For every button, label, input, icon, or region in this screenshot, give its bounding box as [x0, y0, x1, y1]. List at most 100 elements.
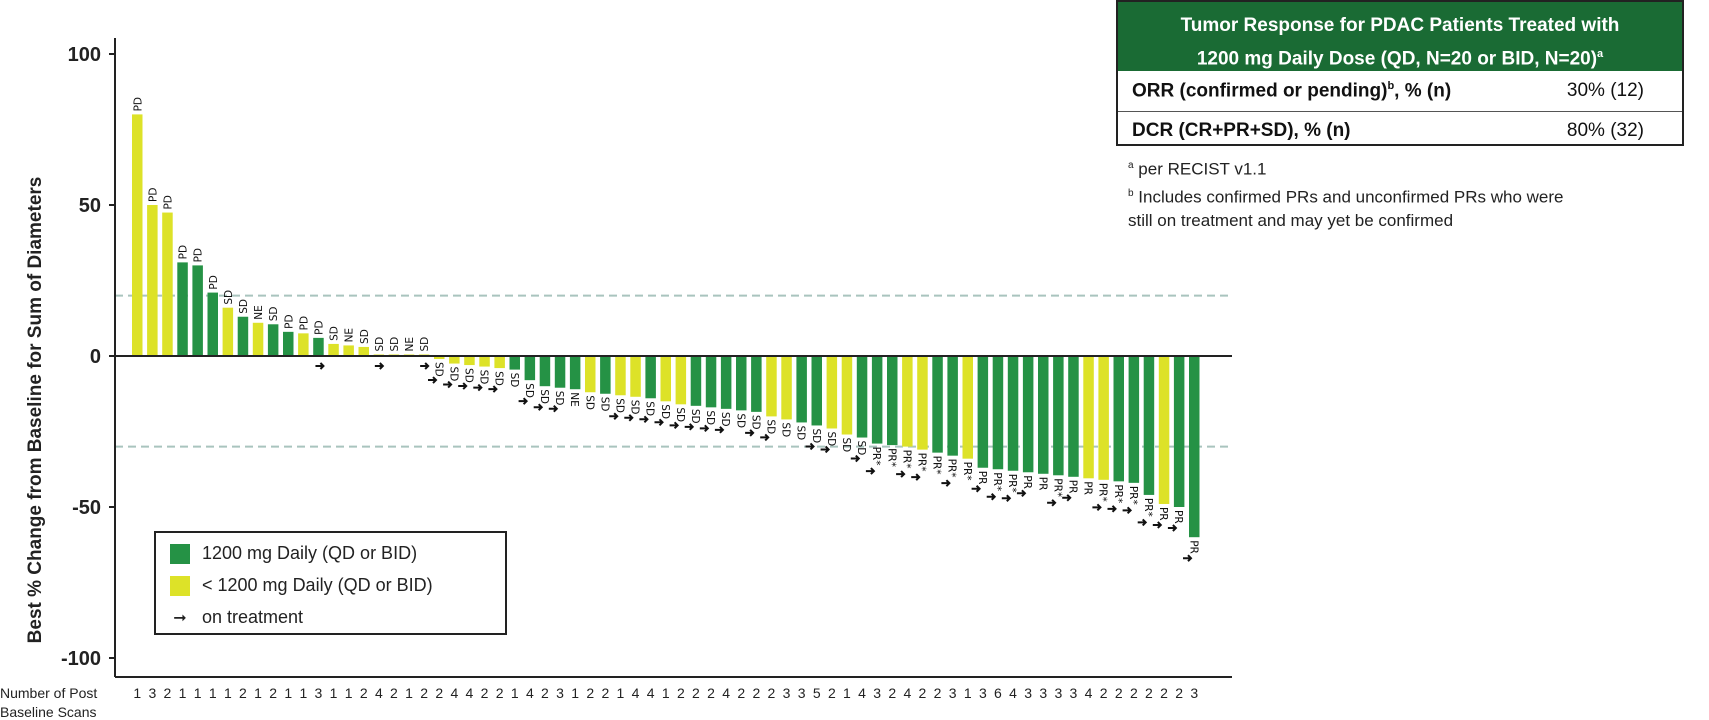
- orr-value: 30% (12): [1566, 80, 1644, 101]
- footnote-b-line1: Includes confirmed PRs and unconfirmed P…: [1138, 187, 1564, 207]
- bar-response-label: SD: [644, 401, 656, 416]
- scan-count-label: 4: [647, 685, 655, 701]
- scan-count-label: 3: [979, 685, 987, 701]
- bar: [464, 356, 475, 366]
- bar-response-label: SD: [432, 362, 444, 377]
- scan-count-label: 4: [903, 685, 911, 701]
- bar: [328, 343, 339, 356]
- bar-response-label: SD: [374, 337, 386, 352]
- dcr-label: DCR (CR+PR+SD), % (n): [1132, 120, 1351, 141]
- bar: [992, 356, 1004, 470]
- arrow-right-icon: [699, 424, 710, 433]
- scan-count-label: 2: [164, 685, 172, 701]
- scan-count-label: 3: [315, 685, 323, 701]
- table-header-line2-wrap: 1200 mg Daily Dose (QD, N=20 or BID, N=2…: [1128, 40, 1672, 73]
- bar-response-label: PR: [1157, 507, 1169, 521]
- bar-response-label: PR: [1066, 480, 1078, 494]
- scan-count-label: 2: [1160, 685, 1168, 701]
- scan-count-label: 3: [1024, 685, 1032, 701]
- scan-count-label: 4: [1009, 685, 1017, 701]
- bar-response-label: PR: [1172, 510, 1184, 524]
- bar-response-label: PD: [313, 320, 325, 334]
- table-header-line1: Tumor Response for PDAC Patients Treated…: [1180, 15, 1620, 36]
- scan-count-label: 2: [481, 685, 489, 701]
- bar: [1189, 356, 1200, 538]
- scan-count-label: 1: [133, 685, 141, 701]
- bar: [811, 356, 822, 426]
- scan-count-label: 2: [692, 685, 700, 701]
- bar-response-label: PD: [132, 97, 144, 111]
- arrow-right-icon: [1062, 494, 1072, 502]
- bar: [539, 356, 551, 387]
- scan-count-label: 2: [435, 685, 443, 701]
- bar-response-label: PR: [1187, 540, 1199, 554]
- bar-response-label: PR*: [961, 462, 973, 481]
- bar: [751, 356, 762, 412]
- bar-response-label: PR*: [1142, 498, 1154, 517]
- legend-label-on-treatment: on treatment: [202, 607, 304, 627]
- scan-count-label: 4: [632, 685, 640, 701]
- footnote-b-mark: b: [1128, 187, 1134, 199]
- arrow-right-icon: [1137, 518, 1148, 527]
- bar: [962, 356, 973, 459]
- arrow-right-icon: [865, 467, 876, 475]
- bar: [856, 356, 868, 438]
- bar: [298, 333, 309, 356]
- bar: [720, 356, 732, 409]
- scan-count-label: 1: [194, 685, 202, 701]
- x-axis-label-line2: Baseline Scans: [0, 704, 97, 720]
- bar-response-label: SD: [825, 431, 837, 446]
- arrow-right-icon: [1152, 521, 1163, 529]
- bar-response-label: SD: [689, 409, 701, 424]
- footnote-b-line2: still on treatment and may yet be confir…: [1128, 211, 1454, 231]
- scan-count-label: 1: [209, 685, 217, 701]
- bar: [434, 356, 445, 360]
- bar-response-label: PR*: [991, 472, 1003, 491]
- scan-count-label: 2: [828, 685, 836, 701]
- bar-response-label: SD: [538, 389, 550, 404]
- scan-count-label: 3: [556, 685, 564, 701]
- bar-response-label: PR*: [1006, 474, 1018, 493]
- bar: [494, 356, 505, 369]
- bar-response-label: PR*: [946, 459, 958, 478]
- dcr-value: 80% (32): [1566, 120, 1644, 141]
- bar-response-label: PR*: [931, 456, 943, 475]
- bar: [1113, 356, 1124, 482]
- bar: [690, 356, 702, 406]
- scan-count-label: 2: [541, 685, 549, 701]
- bar: [132, 114, 143, 357]
- scan-count-label: 1: [843, 685, 851, 701]
- arrow-right-icon: [805, 442, 815, 451]
- bar: [1022, 356, 1034, 473]
- bar: [675, 356, 687, 405]
- arrow-right-icon: [548, 405, 559, 413]
- bar-response-label: PR: [1021, 475, 1033, 489]
- scan-count-label: 2: [420, 685, 428, 701]
- bar: [222, 307, 234, 356]
- arrow-right-icon: [624, 414, 634, 422]
- arrow-right-icon: [986, 493, 997, 501]
- bar-response-label: NE: [253, 305, 265, 320]
- bar: [917, 356, 928, 450]
- scan-count-label: 3: [1070, 685, 1078, 701]
- arrow-right-icon: [684, 423, 695, 431]
- bar-response-label: SD: [629, 400, 641, 415]
- bar: [947, 356, 958, 456]
- arrow-right-icon: [941, 479, 951, 487]
- bar-response-label: PD: [162, 195, 174, 209]
- bar: [449, 356, 460, 364]
- bar-response-label: PD: [193, 248, 205, 262]
- scan-count-label: 2: [1130, 685, 1138, 701]
- scan-count-label: 3: [1190, 685, 1198, 701]
- bar: [1068, 356, 1079, 477]
- bar-response-label: SD: [704, 410, 716, 425]
- bar-response-label: PR*: [1127, 486, 1139, 505]
- arrow-right-icon: [1122, 506, 1133, 515]
- footnote-b-line2-wrap: still on treatment and may yet be confir…: [1128, 209, 1564, 233]
- bar-response-label: SD: [268, 307, 280, 322]
- arrow-right-icon: [420, 362, 430, 370]
- bar: [600, 356, 611, 394]
- bar: [902, 356, 913, 447]
- scan-count-label: 3: [949, 685, 957, 701]
- bar-response-label: SD: [719, 412, 731, 427]
